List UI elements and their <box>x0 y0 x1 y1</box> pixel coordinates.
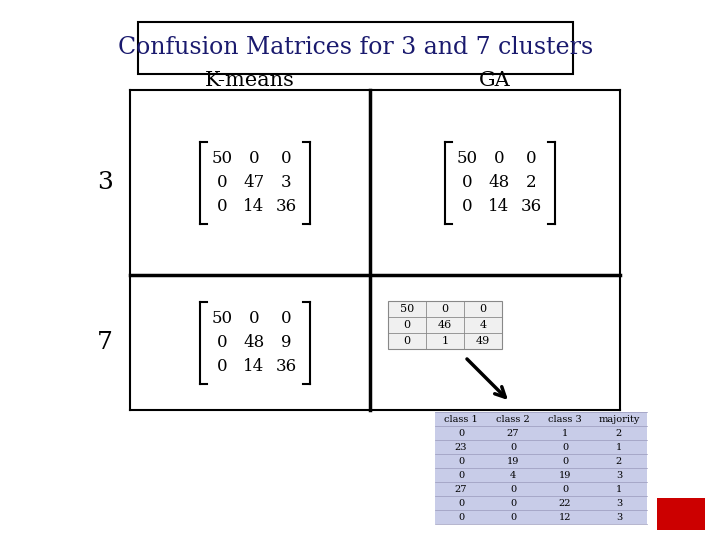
Text: 3: 3 <box>616 498 622 508</box>
Text: 1: 1 <box>616 442 622 451</box>
Text: 4: 4 <box>480 320 487 330</box>
Text: 50: 50 <box>212 310 233 327</box>
Text: 0: 0 <box>458 429 464 437</box>
Text: 0: 0 <box>403 336 410 346</box>
Text: 0: 0 <box>248 310 259 327</box>
Text: 19: 19 <box>559 470 571 480</box>
Text: 0: 0 <box>462 174 472 191</box>
Text: 2: 2 <box>526 174 536 191</box>
Text: 19: 19 <box>507 456 519 465</box>
Text: 47: 47 <box>243 174 265 191</box>
Text: class 1: class 1 <box>444 415 478 423</box>
Text: 3: 3 <box>97 171 113 194</box>
Text: 50: 50 <box>212 150 233 167</box>
Text: 12: 12 <box>559 512 571 522</box>
Text: 14: 14 <box>243 198 265 215</box>
Text: 2: 2 <box>616 429 622 437</box>
Text: 1: 1 <box>616 484 622 494</box>
Text: 27: 27 <box>455 484 467 494</box>
Text: 48: 48 <box>243 334 265 351</box>
Text: 1: 1 <box>441 336 449 346</box>
Text: 4: 4 <box>510 470 516 480</box>
Text: 0: 0 <box>217 334 228 351</box>
Text: 23: 23 <box>455 442 467 451</box>
Text: 0: 0 <box>494 150 504 167</box>
Bar <box>435 412 647 524</box>
Text: 0: 0 <box>217 198 228 215</box>
Text: 27: 27 <box>507 429 519 437</box>
Text: 0: 0 <box>248 150 259 167</box>
Text: majority: majority <box>598 415 639 423</box>
Text: 3: 3 <box>616 470 622 480</box>
Text: 36: 36 <box>276 198 297 215</box>
Text: 0: 0 <box>458 498 464 508</box>
Text: 0: 0 <box>462 198 472 215</box>
Text: 36: 36 <box>276 358 297 375</box>
Text: 49: 49 <box>476 336 490 346</box>
Text: 3: 3 <box>281 174 292 191</box>
Text: GA: GA <box>479 71 511 90</box>
Text: 46: 46 <box>438 320 452 330</box>
Text: 0: 0 <box>510 442 516 451</box>
Text: 0: 0 <box>510 512 516 522</box>
Text: 9: 9 <box>281 334 292 351</box>
Text: class 2: class 2 <box>496 415 530 423</box>
Text: 14: 14 <box>488 198 510 215</box>
Bar <box>657 498 705 530</box>
Text: class 3: class 3 <box>548 415 582 423</box>
Text: 0: 0 <box>510 498 516 508</box>
Text: 14: 14 <box>243 358 265 375</box>
Text: 0: 0 <box>526 150 536 167</box>
Text: 0: 0 <box>458 456 464 465</box>
Text: 2: 2 <box>616 456 622 465</box>
Text: 0: 0 <box>441 304 449 314</box>
Text: 0: 0 <box>281 150 292 167</box>
Text: 0: 0 <box>562 442 568 451</box>
Text: 50: 50 <box>400 304 414 314</box>
Text: 0: 0 <box>510 484 516 494</box>
Text: 0: 0 <box>217 174 228 191</box>
Bar <box>138 22 573 74</box>
Text: 0: 0 <box>217 358 228 375</box>
Text: 22: 22 <box>559 498 571 508</box>
Text: 0: 0 <box>562 456 568 465</box>
Text: Confusion Matrices for 3 and 7 clusters: Confusion Matrices for 3 and 7 clusters <box>118 37 593 59</box>
Bar <box>388 301 502 349</box>
Text: 0: 0 <box>480 304 487 314</box>
Text: 50: 50 <box>456 150 477 167</box>
Text: 0: 0 <box>562 484 568 494</box>
Text: 36: 36 <box>521 198 541 215</box>
Text: 48: 48 <box>488 174 510 191</box>
Text: 3: 3 <box>616 512 622 522</box>
Text: 0: 0 <box>281 310 292 327</box>
Text: 7: 7 <box>97 331 113 354</box>
Text: 0: 0 <box>458 512 464 522</box>
Text: K-means: K-means <box>205 71 295 90</box>
Text: 0: 0 <box>403 320 410 330</box>
Text: 0: 0 <box>458 470 464 480</box>
Text: 1: 1 <box>562 429 568 437</box>
